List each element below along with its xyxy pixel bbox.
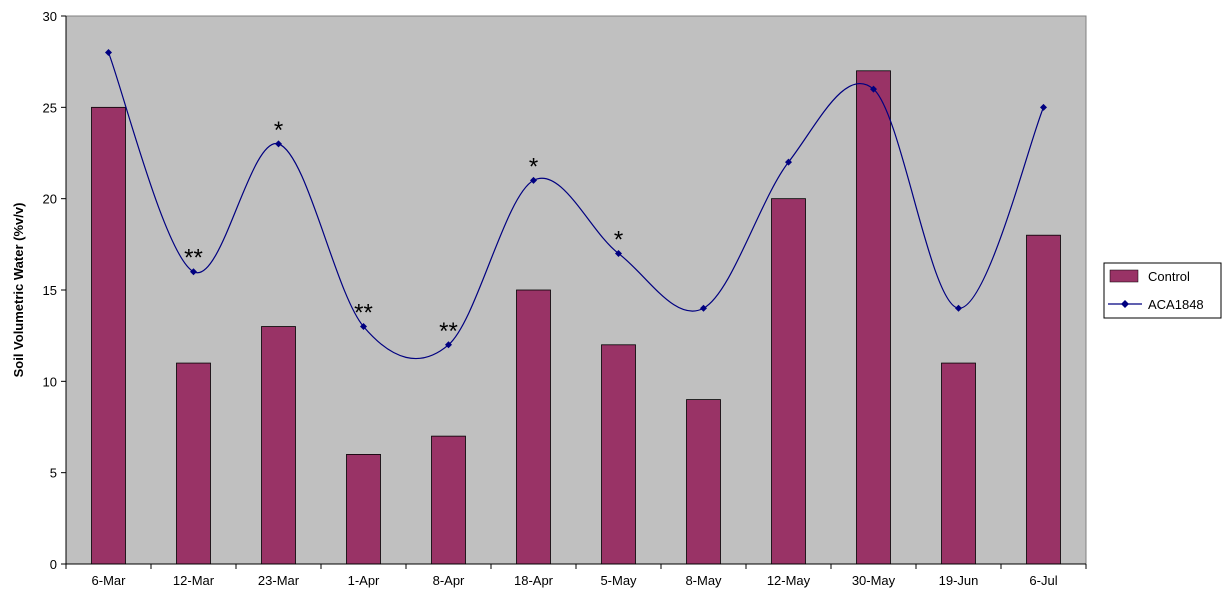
- point-aca1848: [360, 323, 367, 331]
- bar-control: [176, 362, 211, 565]
- point-aca1848: [190, 268, 197, 276]
- legend: Control ACA1848: [1103, 262, 1222, 319]
- x-tick-label: 12-May: [767, 573, 811, 588]
- y-tick-label: 0: [50, 557, 57, 572]
- x-tick-label: 5-May: [600, 573, 637, 588]
- significance-annotation: **: [354, 300, 373, 327]
- y-tick-label: 5: [50, 466, 57, 481]
- x-tick-label: 8-May: [685, 573, 722, 588]
- bar-control: [941, 362, 976, 565]
- legend-marker-aca1848: [1121, 300, 1129, 308]
- significance-annotation: *: [614, 226, 623, 253]
- significance-annotation: **: [439, 318, 458, 345]
- point-aca1848: [1040, 103, 1047, 111]
- line-layer: [105, 49, 1047, 360]
- legend-swatch-control: [1109, 269, 1139, 283]
- y-tick-label: 15: [43, 283, 57, 298]
- y-tick-label: 30: [43, 9, 57, 24]
- annotations-layer: *********: [184, 117, 623, 345]
- x-tick-label: 30-May: [852, 573, 896, 588]
- x-tick-label: 18-Apr: [514, 573, 554, 588]
- plot-area: [65, 15, 1087, 565]
- line-aca1848: [107, 52, 1045, 360]
- point-aca1848: [275, 140, 282, 148]
- y-tick-label: 10: [43, 374, 57, 389]
- significance-annotation: *: [274, 117, 283, 144]
- significance-annotation: **: [184, 245, 203, 272]
- x-tick-label: 8-Apr: [433, 573, 465, 588]
- legend-label-aca1848: ACA1848: [1148, 297, 1204, 312]
- significance-annotation: *: [529, 153, 538, 180]
- point-aca1848: [870, 85, 877, 93]
- point-aca1848: [445, 341, 452, 349]
- x-tick-label: 12-Mar: [173, 573, 215, 588]
- y-tick-label: 20: [43, 192, 57, 207]
- x-tick-label: 6-Mar: [92, 573, 127, 588]
- point-aca1848: [530, 176, 537, 184]
- bar-control: [91, 106, 126, 565]
- x-tick-label: 6-Jul: [1029, 573, 1057, 588]
- y-axis-label: Soil Volumetric Water (%v/v): [11, 203, 26, 378]
- point-aca1848: [955, 304, 962, 312]
- x-axis: 6-Mar 12-Mar 23-Mar 1-Apr 8-Apr 18-Apr 5-May 8-…: [65, 563, 1087, 588]
- x-tick-label: 19-Jun: [939, 573, 979, 588]
- point-aca1848: [615, 249, 622, 257]
- bar-control: [431, 435, 466, 565]
- bar-control: [516, 289, 551, 565]
- y-axis: 0 5 10 15 20 25 30: [43, 9, 67, 572]
- bar-control: [686, 399, 721, 565]
- legend-label-control: Control: [1148, 269, 1190, 284]
- bar-control: [346, 453, 381, 565]
- bar-control: [601, 344, 636, 565]
- bar-control: [261, 326, 296, 565]
- point-aca1848: [700, 304, 707, 312]
- bars-layer: [91, 70, 1061, 565]
- point-aca1848: [785, 158, 792, 166]
- bar-control: [771, 198, 806, 565]
- x-tick-label: 1-Apr: [348, 573, 380, 588]
- bar-control: [1026, 234, 1061, 565]
- bar-control: [856, 70, 891, 565]
- point-aca1848: [105, 49, 112, 57]
- x-tick-label: 23-Mar: [258, 573, 300, 588]
- y-tick-label: 25: [43, 100, 57, 115]
